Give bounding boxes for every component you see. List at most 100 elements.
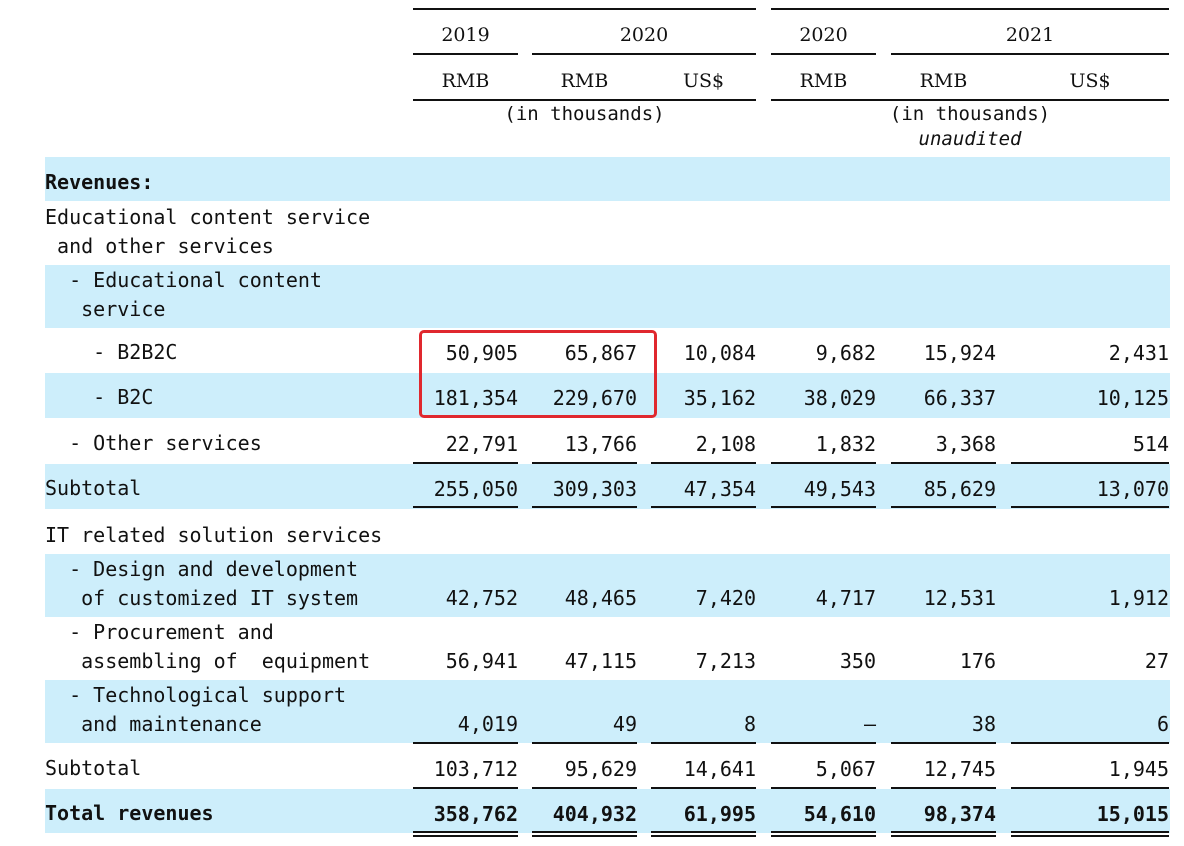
- year-rule: [771, 53, 876, 55]
- total-rule: [532, 787, 637, 789]
- value-cell: 98,374: [923, 802, 996, 826]
- value-cell: 181,354: [433, 386, 518, 410]
- value-cell: —: [863, 712, 876, 736]
- value-cell: 42,752: [445, 586, 518, 610]
- value-cell: 10,084: [683, 341, 756, 365]
- value-cell: 56,941: [445, 649, 518, 673]
- currency-header: US$: [1069, 70, 1111, 92]
- units-note-left: (in thousands): [504, 103, 665, 125]
- value-cell: 85,629: [923, 477, 996, 501]
- value-cell: 95,629: [564, 757, 637, 781]
- units-note-right: (in thousands): [889, 103, 1051, 125]
- value-cell: 1,912: [1108, 586, 1169, 610]
- total-double-rule: [1011, 831, 1169, 837]
- row-label: Total revenues: [45, 801, 214, 825]
- currency-rule-left: [413, 99, 756, 101]
- total-rule: [891, 787, 996, 789]
- subtotal-bottom-rule: [651, 506, 756, 508]
- subtotal-rule: [1011, 742, 1169, 744]
- subtotal-rule: [413, 462, 518, 464]
- value-cell: 10,125: [1096, 386, 1169, 410]
- value-cell: 13,766: [564, 432, 637, 456]
- row-label: IT related solution services: [45, 523, 383, 547]
- total-double-rule: [532, 831, 637, 837]
- subtotal-rule: [532, 462, 637, 464]
- value-cell: 358,762: [433, 802, 518, 826]
- row-label: - Procurement and assembling of equipmen…: [69, 620, 371, 673]
- subtotal-bottom-rule: [771, 506, 876, 508]
- subtotal-rule: [771, 742, 876, 744]
- year-rule: [532, 53, 756, 55]
- table-row-revenues: Revenues:: [45, 157, 1170, 201]
- subtotal-rule: [651, 742, 756, 744]
- currency-header: RMB: [919, 70, 968, 92]
- value-cell: 54,610: [803, 802, 876, 826]
- value-cell: 9,682: [815, 341, 876, 365]
- row-label: Educational content service and other se…: [45, 205, 371, 258]
- currency-header: RMB: [799, 70, 848, 92]
- year-rule: [891, 53, 1169, 55]
- value-cell: 1,832: [815, 432, 876, 456]
- total-double-rule: [891, 831, 996, 837]
- value-cell: 48,465: [564, 586, 637, 610]
- header-top-rule-left: [413, 8, 756, 10]
- total-rule: [1011, 787, 1169, 789]
- subtotal-bottom-rule: [891, 506, 996, 508]
- subtotal-rule: [413, 742, 518, 744]
- table-row-subtotal-it: Subtotal 103,712 95,629 14,641 5,067 12,…: [45, 744, 1170, 788]
- total-double-rule: [413, 831, 518, 837]
- value-cell: 35,162: [683, 386, 756, 410]
- value-cell: 2,431: [1108, 341, 1169, 365]
- year-2020-right: 2020: [799, 24, 848, 46]
- subtotal-rule: [532, 742, 637, 744]
- row-label: - B2C: [45, 385, 154, 409]
- value-cell: 309,303: [552, 477, 637, 501]
- value-cell: 50,905: [445, 341, 518, 365]
- total-rule: [651, 787, 756, 789]
- value-cell: 66,337: [923, 386, 996, 410]
- value-cell: 15,924: [923, 341, 996, 365]
- subtotal-rule: [1011, 462, 1169, 464]
- subtotal-bottom-rule: [1011, 506, 1169, 508]
- value-cell: 38,029: [803, 386, 876, 410]
- table-row-educational-content-and-other: Educational content service and other se…: [45, 201, 1170, 265]
- table-row-educational-content-service: - Educational content service: [45, 265, 1170, 328]
- currency-rule-right: [771, 99, 1169, 101]
- row-label: Subtotal: [45, 756, 142, 780]
- subtotal-rule: [771, 462, 876, 464]
- value-cell: 12,745: [923, 757, 996, 781]
- row-label: - Design and development of customized I…: [69, 557, 359, 610]
- currency-header: RMB: [560, 70, 609, 92]
- total-double-rule: [771, 831, 876, 837]
- table-row-b2c: - B2C 181,354 229,670 35,162 38,029 66,3…: [45, 373, 1170, 418]
- table-row-procurement: - Procurement and assembling of equipmen…: [45, 617, 1170, 680]
- value-cell: 61,995: [683, 802, 756, 826]
- row-label: Revenues:: [45, 170, 154, 194]
- value-cell: 12,531: [923, 586, 996, 610]
- subtotal-bottom-rule: [413, 506, 518, 508]
- table-row-design-development: - Design and development of customized I…: [45, 554, 1170, 617]
- subtotal-rule: [891, 742, 996, 744]
- value-cell: 350: [839, 649, 876, 673]
- value-cell: 7,420: [695, 586, 756, 610]
- table-row-total-revenues: Total revenues 358,762 404,932 61,995 54…: [45, 789, 1170, 833]
- currency-header: RMB: [441, 70, 490, 92]
- value-cell: 47,354: [683, 477, 756, 501]
- year-2021: 2021: [1005, 24, 1055, 46]
- value-cell: 2,108: [695, 432, 756, 456]
- value-cell: 255,050: [433, 477, 518, 501]
- value-cell: 14,641: [683, 757, 756, 781]
- currency-header: US$: [682, 70, 725, 92]
- value-cell: 15,015: [1096, 802, 1169, 826]
- year-2019: 2019: [441, 24, 490, 46]
- total-double-rule: [651, 831, 756, 837]
- value-cell: 8: [743, 712, 756, 736]
- value-cell: 27: [1144, 649, 1169, 673]
- value-cell: 13,070: [1096, 477, 1169, 501]
- value-cell: 38: [971, 712, 996, 736]
- value-cell: 5,067: [815, 757, 876, 781]
- total-rule: [771, 787, 876, 789]
- value-cell: 47,115: [564, 649, 637, 673]
- highlight-box: [419, 330, 657, 418]
- value-cell: 4,019: [457, 712, 518, 736]
